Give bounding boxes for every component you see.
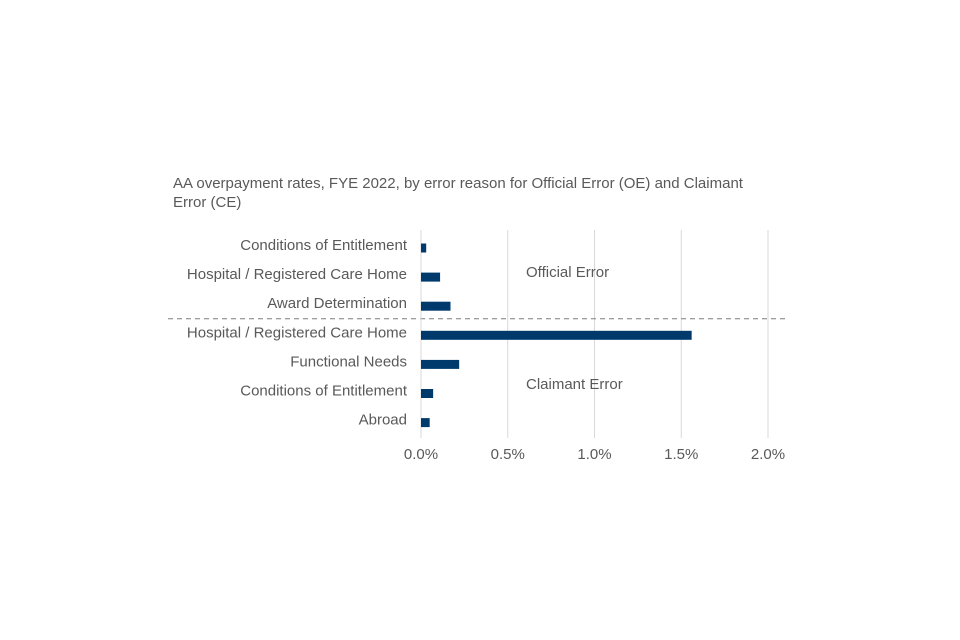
category-label: Hospital / Registered Care Home: [187, 324, 407, 341]
bar: [421, 418, 430, 428]
x-tick-label: 1.5%: [664, 446, 698, 463]
bar: [421, 389, 434, 398]
group-label: Claimant Error: [526, 376, 623, 393]
x-tick-label: 2.0%: [751, 446, 785, 463]
bar: [421, 330, 692, 340]
group-labels: Official Error Claimant Error: [526, 264, 623, 393]
bar: [421, 272, 441, 282]
bars: [421, 243, 692, 428]
category-labels: Conditions of Entitlement Hospital / Regi…: [187, 237, 408, 429]
category-label: Conditions of Entitlement: [240, 383, 408, 400]
category-label: Award Determination: [267, 295, 407, 312]
chart-title: AA overpayment rates, FYE 2022, by error…: [173, 175, 743, 211]
bar: [421, 243, 427, 253]
bar: [421, 301, 451, 311]
x-tick-label: 0.5%: [491, 446, 525, 463]
category-label: Hospital / Registered Care Home: [187, 266, 407, 283]
category-label: Functional Needs: [290, 353, 407, 370]
x-tick-label: 1.0%: [577, 446, 611, 463]
group-label: Official Error: [526, 264, 609, 281]
category-label: Abroad: [359, 412, 407, 429]
x-tick-label: 0.0%: [404, 446, 438, 463]
x-tick-labels: 0.0% 0.5% 1.0% 1.5% 2.0%: [404, 446, 785, 463]
bar: [421, 359, 460, 369]
category-label: Conditions of Entitlement: [240, 237, 408, 254]
